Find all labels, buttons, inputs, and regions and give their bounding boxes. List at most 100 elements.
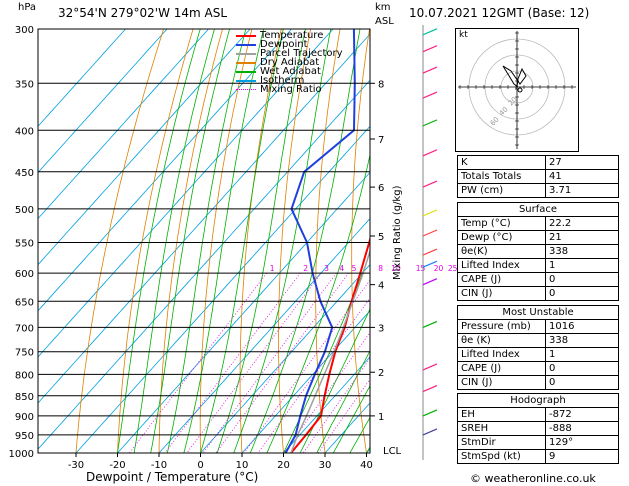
wind-barb [422, 66, 438, 74]
legend-swatch [236, 89, 256, 90]
mu-label: θe (K) [457, 333, 546, 348]
mixing-ratio-line [164, 272, 301, 453]
hodo-stat-value: 9 [545, 449, 619, 464]
mu-label: Pressure (mb) [457, 319, 546, 334]
hodograph-stats-title: Hodograph [457, 393, 619, 408]
pressure-tick-label: 500 [15, 205, 34, 216]
km-tick-label: 5 [378, 232, 384, 243]
mixing-ratio-line [243, 279, 370, 453]
wind-barb [422, 229, 438, 237]
indices-table: K 27 Totals Totals 41 PW (cm) 3.71 [457, 155, 619, 198]
legend-swatch [236, 43, 256, 46]
wind-barb [422, 320, 438, 328]
mu-value: 0 [545, 375, 619, 390]
index-value: 27 [545, 155, 619, 170]
x-tick-label: 40 [360, 460, 373, 471]
surface-label: Lifted Index [457, 258, 546, 273]
hodo-stat-label: SREH [457, 421, 546, 436]
wind-barb [422, 363, 438, 371]
pressure-tick-label: 1000 [9, 449, 34, 460]
surface-value: 21 [545, 230, 619, 245]
mixing-ratio-label: 25 [448, 264, 458, 273]
wet-adiabat-line [332, 385, 370, 453]
km-tick-label: 3 [378, 323, 384, 334]
x-tick-label: 0 [197, 460, 203, 471]
wind-barb [422, 28, 438, 36]
surface-label: CIN (J) [457, 286, 546, 301]
mu-value: 0 [545, 361, 619, 376]
mu-value: 1 [545, 347, 619, 362]
km-tick-label: 4 [378, 281, 384, 292]
pressure-tick-label: 750 [15, 348, 34, 359]
mixing-ratio-label: 4 [339, 264, 344, 273]
isotherm-line [241, 310, 370, 453]
index-label: PW (cm) [457, 183, 546, 198]
mixing-ratio-line [257, 297, 370, 453]
legend-label: Dry Adiabat [260, 57, 320, 68]
pressure-tick-label: 350 [15, 79, 34, 90]
km-tick-label: 7 [378, 135, 384, 146]
legend-label: Temperature [260, 30, 324, 41]
km-tick-label: 2 [378, 368, 384, 379]
legend-item: Dewpoint [236, 40, 343, 50]
hodo-stat-value: -888 [545, 421, 619, 436]
dry-adiabat-line [75, 29, 164, 453]
dry-adiabat-line [158, 29, 223, 453]
km-tick-label: 8 [378, 79, 384, 90]
most-unstable-title: Most Unstable [457, 305, 619, 320]
wind-barb [422, 119, 438, 127]
pressure-tick-label: 800 [15, 370, 34, 381]
legend-label: Wet Adiabat [260, 66, 321, 77]
legend-item: Dry Adiabat [236, 57, 343, 68]
hodo-stat-label: StmDir [457, 435, 546, 450]
x-tick-label: -30 [68, 460, 84, 471]
most-unstable-table: Most Unstable Pressure (mb) 1016 θe (K) 33… [457, 305, 619, 390]
pressure-tick-label: 600 [15, 269, 34, 280]
wind-barb [422, 91, 438, 99]
wind-barb [422, 248, 438, 256]
x-tick-label: 10 [236, 460, 249, 471]
legend-item: Wet Adiabat [236, 66, 343, 77]
legend: Temperature Dewpoint Parcel Trajectory Dry … [236, 30, 343, 95]
surface-table: Surface Temp (°C) 22.2 Dewp (°C) 21 θe(K) 3… [457, 202, 619, 301]
surface-value: 338 [545, 244, 619, 259]
mu-label: CAPE (J) [457, 361, 546, 376]
wind-barb [422, 180, 438, 188]
wind-barb [422, 260, 438, 268]
location-title: 32°54'N 279°02'W 14m ASL [58, 6, 228, 20]
mu-label: Lifted Index [457, 347, 546, 362]
legend-item: Temperature [236, 30, 343, 41]
hodo-stat-value: 129° [545, 435, 619, 450]
legend-item: Mixing Ratio [236, 85, 343, 95]
surface-label: Dewp (°C) [457, 230, 546, 245]
legend-swatch [236, 52, 256, 55]
mixing-ratio-label: 20 [434, 264, 444, 273]
km-label: km [375, 2, 391, 13]
mixing-ratio-label: 8 [378, 264, 383, 273]
index-value: 3.71 [545, 183, 619, 198]
legend-swatch [236, 34, 256, 37]
hodograph-stats-table: Hodograph EH -872 SREH -888 StmDir 129° Stm… [457, 393, 619, 464]
x-axis-label: Dewpoint / Temperature (°C) [86, 470, 259, 484]
pressure-tick-label: 850 [15, 392, 34, 403]
legend-swatch [236, 79, 256, 82]
isotherm-line [38, 29, 251, 266]
mixing-ratio-label: 10 [391, 264, 401, 273]
wet-adiabat-line [316, 349, 370, 453]
storm-motion-marker [517, 87, 523, 93]
wind-barb [422, 385, 438, 393]
isotherm-line [38, 29, 168, 174]
mixing-ratio-label: 15 [416, 264, 426, 273]
hodo-stat-label: EH [457, 407, 546, 422]
datetime-title: 10.07.2021 12GMT (Base: 12) [409, 6, 590, 20]
surface-title: Surface [457, 202, 619, 217]
legend-label: Isotherm [260, 75, 305, 86]
mixing-ratio-line [129, 272, 268, 453]
legend-label: Parcel Trajectory [260, 48, 343, 59]
index-value: 41 [545, 169, 619, 184]
mixing-ratio-label: 2 [303, 264, 308, 273]
legend-item: Isotherm [236, 75, 343, 86]
x-tick-label: -10 [151, 460, 167, 471]
plot-frame [37, 28, 371, 454]
pressure-tick-label: 900 [15, 412, 34, 423]
